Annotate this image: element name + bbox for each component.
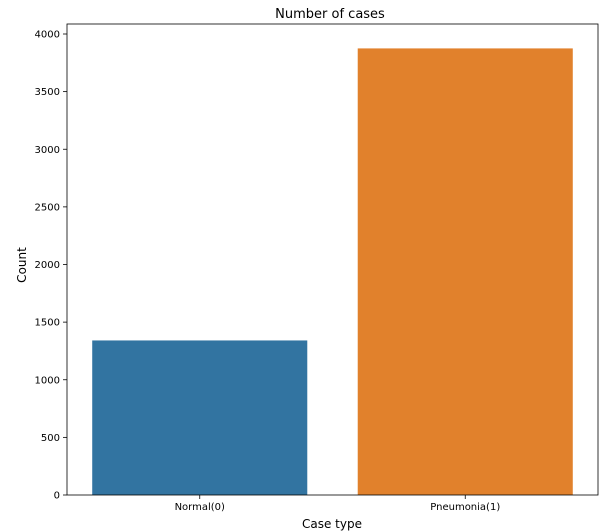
y-tick-label-2500: 2500 — [35, 202, 60, 213]
plot-area: Normal(0) Pneumonia(1) 0 500 1000 1500 2000 250… — [35, 23, 599, 513]
y-axis-label: Count — [15, 247, 29, 283]
y-tick-label-1000: 1000 — [35, 375, 60, 386]
y-tick-label-3500: 3500 — [35, 87, 60, 98]
y-tick-label-2000: 2000 — [35, 260, 60, 271]
plot-frame — [66, 23, 599, 496]
x-tick-label-normal: Normal(0) — [175, 502, 225, 513]
chart-title: Number of cases — [275, 7, 385, 22]
bar-normal — [92, 340, 308, 495]
y-tick-label-3000: 3000 — [35, 145, 60, 156]
y-tick-label-0: 0 — [54, 491, 60, 502]
x-axis-label: Case type — [302, 517, 362, 531]
y-tick-label-500: 500 — [41, 433, 60, 444]
y-tick-label-4000: 4000 — [35, 30, 60, 41]
x-tick-label-pneumonia: Pneumonia(1) — [430, 502, 500, 513]
bar-pneumonia — [357, 48, 573, 495]
y-tick-label-1500: 1500 — [35, 318, 60, 329]
